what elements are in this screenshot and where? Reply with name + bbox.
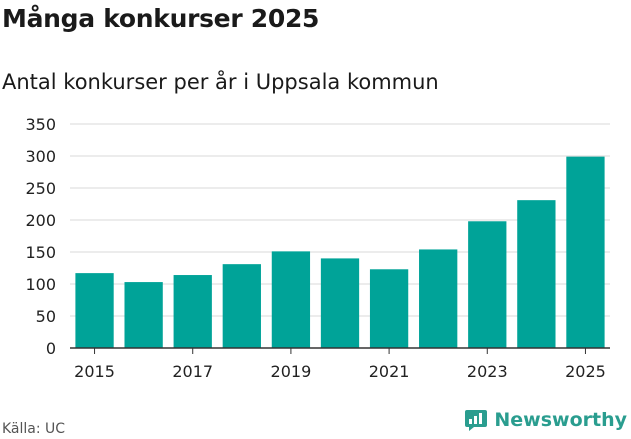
brand-name: Newsworthy xyxy=(494,409,627,431)
bar-2025 xyxy=(566,156,605,348)
y-tick-label: 250 xyxy=(25,179,56,198)
chart-title: Många konkurser 2025 xyxy=(2,4,320,33)
x-tick-label: 2017 xyxy=(172,362,213,381)
y-tick-label: 350 xyxy=(25,115,56,134)
bar-2023 xyxy=(468,221,507,348)
x-tick-label: 2015 xyxy=(74,362,115,381)
bar-2022 xyxy=(419,249,458,348)
bar-2019 xyxy=(271,251,311,348)
bar-2017 xyxy=(173,275,212,348)
bar-2015 xyxy=(75,273,114,348)
newsworthy-chart-icon xyxy=(465,410,488,431)
y-tick-label: 100 xyxy=(25,275,56,294)
x-axis-ticks: 2015 2017 2019 2021 2023 2025 xyxy=(74,348,606,381)
source-note: Källa: UC xyxy=(2,421,66,437)
bars xyxy=(75,156,605,348)
bar-2018 xyxy=(222,264,261,348)
bar-2020 xyxy=(320,258,360,348)
x-tick-label: 2019 xyxy=(271,362,312,381)
y-tick-label: 0 xyxy=(46,339,56,358)
y-tick-label: 200 xyxy=(25,211,56,230)
y-tick-label: 50 xyxy=(36,307,56,326)
x-tick-label: 2023 xyxy=(467,362,508,381)
bar-2024 xyxy=(517,200,556,348)
x-tick-label: 2021 xyxy=(369,362,410,381)
x-tick-label: 2025 xyxy=(565,362,606,381)
brand-logo: Newsworthy xyxy=(464,408,627,432)
y-axis-ticks: 0 50 100 150 200 250 300 350 xyxy=(25,115,56,358)
bar-2016 xyxy=(124,282,163,348)
bar-2021 xyxy=(369,269,409,348)
chart-subtitle: Antal konkurser per år i Uppsala kommun xyxy=(2,70,439,94)
y-tick-label: 300 xyxy=(25,147,56,166)
y-tick-label: 150 xyxy=(25,243,56,262)
